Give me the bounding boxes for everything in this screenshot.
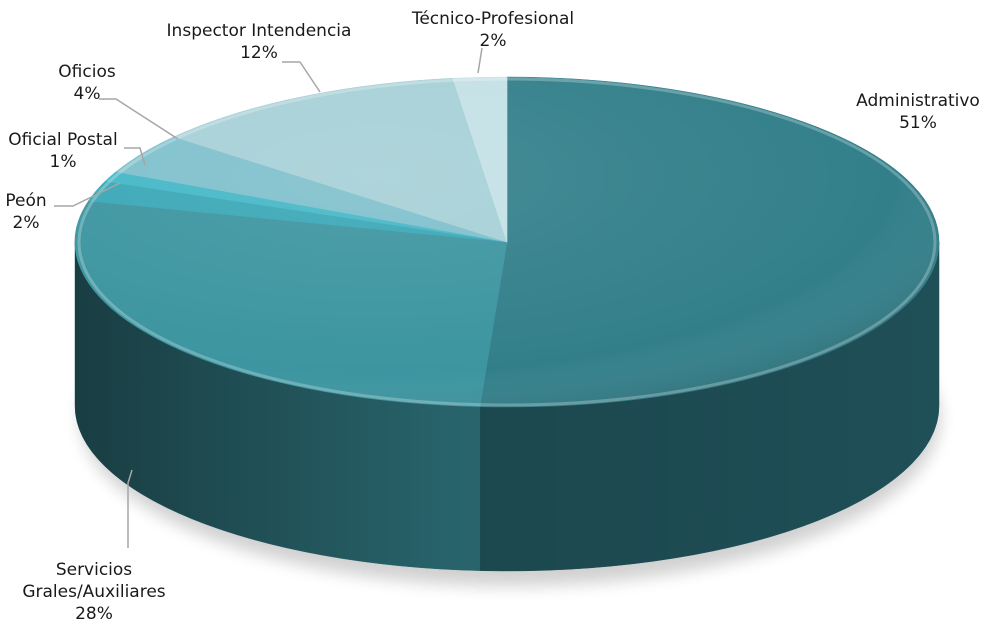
slice-label-peon: Peón 2%	[5, 191, 46, 233]
pie-side-shading	[75, 242, 939, 571]
leader-line-servicios-grales-auxiliares	[127, 469, 133, 548]
pie-rim-highlight	[77, 77, 937, 407]
leader-line-peon	[54, 182, 121, 207]
pie-sides	[74, 241, 940, 572]
slice-value-oficial-postal: 1%	[50, 152, 77, 172]
slice-value-servicios-grales-auxiliares: 28%	[75, 604, 113, 624]
slice-value-inspector-intendencia: 12%	[240, 43, 278, 63]
slice-value-tecnico-profesional: 2%	[480, 31, 507, 51]
leader-line-inspector-intendencia	[282, 61, 321, 93]
leader-lines	[54, 47, 483, 548]
leader-line-tecnico-profesional	[477, 47, 483, 74]
slice-label-oficial-postal: Oficial Postal 1%	[8, 130, 117, 172]
slice-label-inspector-intendencia: Inspector Intendencia 12%	[167, 21, 352, 63]
slice-label-administrativo: Administrativo 51%	[856, 91, 980, 133]
pie-top-shading	[75, 77, 939, 407]
slice-label-tecnico-profesional: Técnico-Profesional 2%	[411, 9, 574, 51]
slice-labels: Administrativo 51% Servicios Grales/Auxilia…	[5, 9, 979, 624]
pie-slices	[74, 76, 940, 408]
slice-label-servicios-grales-auxiliares: Servicios Grales/Auxiliares 28%	[22, 560, 165, 624]
slice-label-oficios: Oficios 4%	[58, 62, 116, 104]
slice-value-administrativo: 51%	[899, 113, 937, 133]
slice-value-peon: 2%	[13, 213, 40, 233]
leader-line-oficial-postal	[124, 147, 146, 166]
leader-line-oficios	[99, 98, 179, 140]
slice-value-oficios: 4%	[74, 84, 101, 104]
